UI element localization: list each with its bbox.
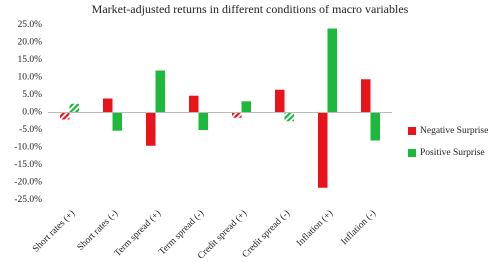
y-tick-label: 15.0%: [17, 55, 42, 65]
bar: [69, 103, 79, 113]
x-tick-label: Short rates (-): [75, 208, 120, 253]
chart-title: Market-adjusted returns in different con…: [92, 2, 409, 16]
x-tick-label: Short rates (+): [31, 208, 78, 255]
bar: [241, 101, 251, 113]
legend-label: Negative Surprise: [420, 126, 488, 136]
x-tick-label: Term spread (-): [157, 208, 206, 257]
bar: [275, 89, 285, 113]
y-tick-label: 25.0%: [17, 20, 42, 30]
x-tick-label: Inflation (+): [294, 208, 335, 249]
bar: [155, 70, 165, 113]
y-tick-label: 10.0%: [17, 73, 42, 83]
legend-label: Positive Surprise: [420, 148, 485, 158]
bar: [232, 112, 242, 118]
bar: [103, 98, 113, 113]
bar: [284, 112, 294, 122]
y-tick-label: 0.0%: [22, 108, 42, 118]
y-tick-label: 5.0%: [22, 90, 42, 100]
y-tick-label: -25.0%: [14, 195, 42, 205]
bar: [146, 112, 156, 146]
x-tick-label: Inflation (-): [339, 208, 378, 247]
bar: [198, 112, 208, 130]
y-tick-label: -15.0%: [14, 160, 42, 170]
y-tick-label: -20.0%: [14, 178, 42, 188]
bar: [189, 95, 199, 113]
legend-swatch: [408, 149, 416, 157]
bar: [361, 79, 371, 113]
bar: [112, 112, 122, 131]
y-tick-label: -10.0%: [14, 143, 42, 153]
bar: [370, 112, 380, 141]
y-tick-label: -5.0%: [19, 125, 42, 135]
y-tick-label: 20.0%: [17, 38, 42, 48]
bar: [318, 112, 328, 188]
bar: [60, 112, 70, 120]
legend-swatch: [408, 127, 416, 135]
bar: [327, 28, 337, 113]
